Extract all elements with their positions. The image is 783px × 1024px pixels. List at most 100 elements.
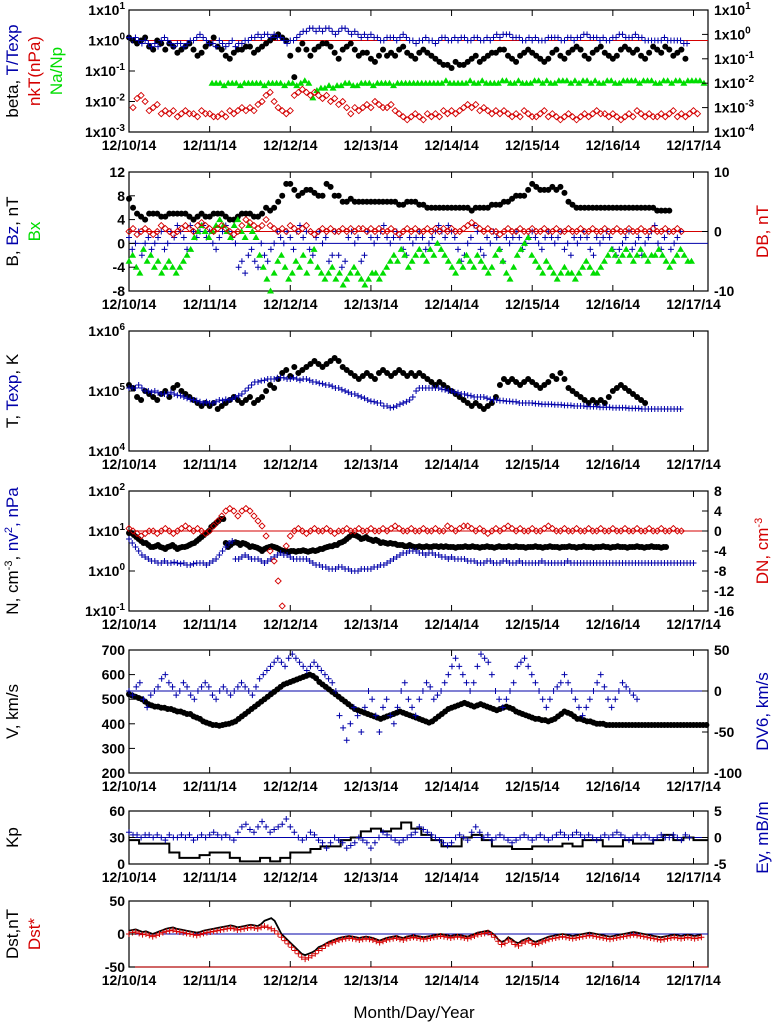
- point: [153, 227, 161, 236]
- point: [452, 269, 460, 276]
- point: [466, 257, 474, 264]
- point: [440, 839, 447, 846]
- point: [461, 934, 468, 941]
- point: [279, 821, 286, 828]
- point: [410, 934, 417, 941]
- point: [407, 524, 415, 533]
- point: [467, 688, 474, 694]
- right-tick-label-5-exp: -4: [745, 123, 754, 134]
- point: [585, 55, 592, 62]
- point: [480, 37, 487, 44]
- point: [451, 110, 460, 118]
- point: [147, 692, 154, 699]
- point: [615, 79, 623, 86]
- point: [413, 40, 420, 47]
- point: [573, 934, 580, 941]
- point: [493, 397, 500, 403]
- point: [278, 934, 285, 941]
- point: [258, 377, 265, 384]
- point: [464, 522, 472, 530]
- point: [448, 839, 455, 846]
- point: [313, 28, 320, 35]
- point: [256, 251, 264, 258]
- point: [542, 257, 550, 264]
- point: [234, 216, 242, 223]
- point: [383, 227, 391, 236]
- point: [413, 934, 420, 941]
- point: [369, 82, 377, 89]
- point: [576, 934, 583, 941]
- point: [408, 257, 416, 264]
- point: [384, 234, 391, 241]
- point: [216, 234, 223, 241]
- point: [305, 954, 312, 961]
- point: [419, 227, 427, 236]
- point: [254, 100, 262, 109]
- point: [645, 110, 653, 118]
- point: [399, 227, 407, 236]
- point: [579, 263, 587, 270]
- point: [251, 258, 258, 265]
- point: [186, 831, 193, 838]
- right-tick-label-4: 1x10-3: [714, 99, 754, 116]
- point: [136, 269, 144, 276]
- point: [423, 257, 431, 264]
- point: [607, 77, 615, 84]
- point: [645, 234, 652, 241]
- point: [363, 49, 370, 56]
- point: [542, 234, 549, 241]
- point: [553, 831, 560, 838]
- point: [306, 227, 315, 236]
- point: [513, 398, 520, 405]
- point: [655, 245, 663, 252]
- point: [434, 692, 441, 699]
- point: [234, 683, 241, 690]
- left-tick-label-3: 0: [117, 235, 125, 251]
- point: [162, 388, 169, 394]
- point: [376, 939, 383, 946]
- point: [613, 113, 621, 121]
- point: [379, 524, 387, 533]
- point: [581, 834, 588, 841]
- point: [524, 110, 532, 118]
- point: [593, 34, 600, 41]
- point: [549, 935, 556, 942]
- point: [278, 659, 285, 666]
- right-axis-label: DN, cm-3: [753, 518, 772, 584]
- point: [342, 935, 349, 942]
- point: [623, 932, 630, 939]
- left-tick-label-4: 1x10-3: [85, 123, 125, 140]
- point: [206, 560, 213, 566]
- point: [521, 192, 528, 199]
- point: [601, 831, 608, 838]
- point: [427, 227, 436, 236]
- right-tick-label-4-exp: -3: [745, 99, 754, 110]
- point: [608, 704, 615, 711]
- point: [678, 837, 685, 844]
- point: [335, 358, 342, 364]
- series-nv2: [126, 536, 697, 574]
- point: [438, 79, 446, 86]
- point: [327, 43, 334, 50]
- point: [343, 737, 350, 744]
- point: [455, 389, 462, 396]
- point: [216, 79, 224, 86]
- point: [335, 837, 342, 844]
- point: [532, 679, 539, 686]
- right-tick-label-1: 0: [714, 830, 722, 846]
- point: [521, 831, 528, 838]
- point: [359, 224, 367, 233]
- point: [540, 107, 548, 115]
- point: [556, 934, 563, 941]
- point: [654, 834, 661, 841]
- point: [529, 400, 536, 406]
- point: [435, 222, 442, 229]
- series-dst-: [126, 923, 705, 963]
- point: [277, 79, 285, 86]
- point: [319, 28, 326, 35]
- point: [293, 376, 300, 382]
- point: [688, 934, 695, 941]
- point: [396, 34, 403, 41]
- left-axis-label-2-part-0: Dst*: [25, 918, 44, 951]
- point: [384, 403, 391, 409]
